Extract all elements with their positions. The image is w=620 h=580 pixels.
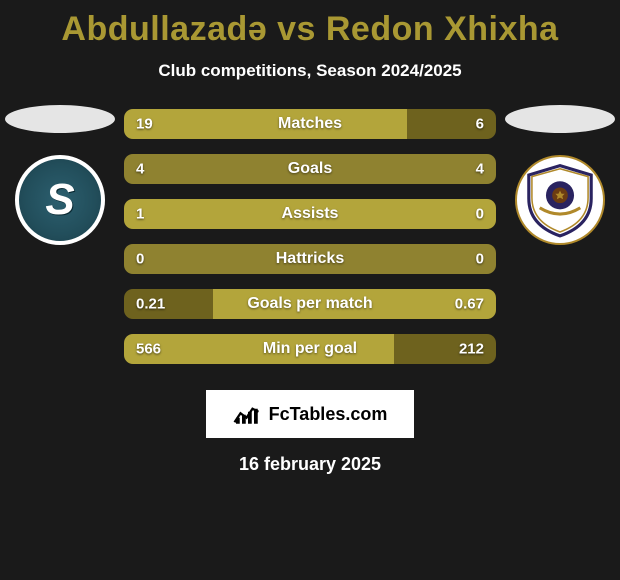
comparison-panel: S 196Matches44Goals10Assists00Hattricks0… bbox=[0, 109, 620, 364]
stat-row: 1 0 Assists bbox=[124, 199, 496, 229]
stat-bar-right-segment bbox=[310, 154, 496, 184]
stat-bar-left-segment bbox=[124, 154, 310, 184]
subtitle: Club competitions, Season 2024/2025 bbox=[0, 61, 620, 81]
stat-label: Min per goal bbox=[263, 340, 357, 358]
club-badge-letter: S bbox=[45, 175, 74, 225]
branding-badge: FcTables.com bbox=[206, 390, 414, 438]
stat-value-right: 0 bbox=[476, 251, 484, 268]
stat-bars: 19 6 Matches 4 4 Goals 1 0 Assists 0 0 Hattricks 0.2… bbox=[124, 109, 496, 364]
player-left-column: S bbox=[0, 105, 120, 245]
shield-icon bbox=[521, 161, 599, 239]
player-right-avatar-placeholder bbox=[505, 105, 615, 133]
stat-value-left: 1 bbox=[136, 206, 144, 223]
stat-row: 0.21 0.67 Goals per match bbox=[124, 289, 496, 319]
stat-label: Goals per match bbox=[247, 295, 372, 313]
stat-label: Hattricks bbox=[276, 250, 344, 268]
branding-text: FcTables.com bbox=[269, 404, 388, 425]
stat-row: 566 212 Min per goal bbox=[124, 334, 496, 364]
stat-row: 0 0 Hattricks bbox=[124, 244, 496, 274]
stat-value-right: 212 bbox=[459, 341, 484, 358]
stat-label: Assists bbox=[282, 205, 339, 223]
stat-value-left: 4 bbox=[136, 161, 144, 178]
player-right-club-badge bbox=[515, 155, 605, 245]
stat-value-right: 4 bbox=[476, 161, 484, 178]
stat-value-right: 0 bbox=[476, 206, 484, 223]
stat-value-left: 0.21 bbox=[136, 296, 165, 313]
stat-value-right: 0.67 bbox=[455, 296, 484, 313]
player-left-avatar-placeholder bbox=[5, 105, 115, 133]
player-left-club-badge: S bbox=[15, 155, 105, 245]
stat-row: 4 4 Goals bbox=[124, 154, 496, 184]
stat-value-left: 566 bbox=[136, 341, 161, 358]
stat-value-left: 0 bbox=[136, 251, 144, 268]
stat-label: Goals bbox=[288, 160, 332, 178]
date-text: 16 february 2025 bbox=[0, 454, 620, 475]
page-title: Abdullazadə vs Redon Xhixha bbox=[0, 0, 620, 49]
stat-row: 19 6 Matches bbox=[124, 109, 496, 139]
player-right-column bbox=[500, 105, 620, 245]
chart-icon bbox=[233, 402, 263, 426]
stat-label: Matches bbox=[278, 115, 342, 133]
stat-value-right: 6 bbox=[476, 116, 484, 133]
stat-value-left: 19 bbox=[136, 116, 153, 133]
stat-bar-left-segment bbox=[124, 109, 407, 139]
